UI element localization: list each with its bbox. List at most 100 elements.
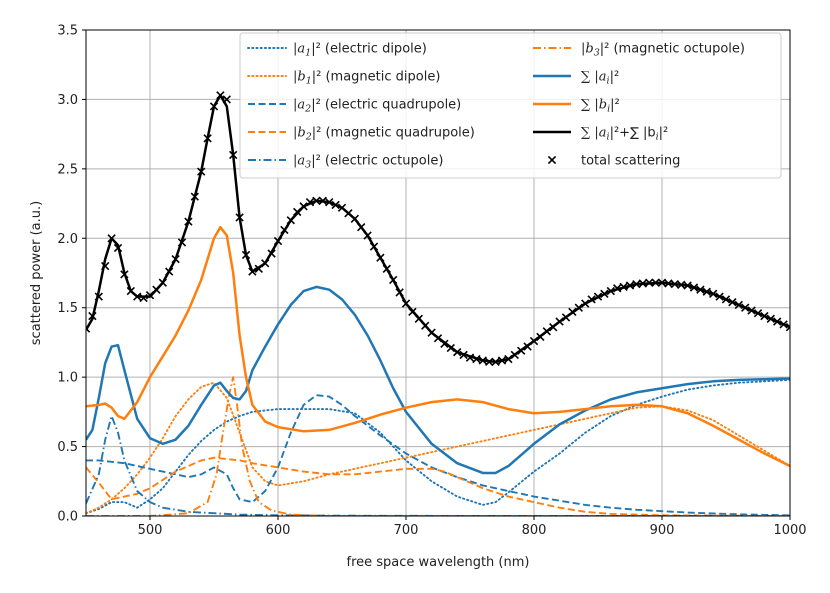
total-scattering-point [395,288,404,297]
legend-label: |a3|² (electric octupole) [293,154,443,171]
legend-entry: ∑ |bi|² [533,98,620,115]
y-tick-label: 3.5 [57,24,78,39]
total-scattering-point [382,264,391,273]
total-scattering-point [510,350,519,360]
total-scattering-point [241,250,251,260]
total-scattering-point [766,314,775,323]
total-scattering-point [625,281,635,290]
series-line-1 [86,381,790,515]
legend-entry: |b3|² (magnetic octupole) [533,42,745,59]
total-scattering-point [267,249,276,258]
series-line-3 [86,456,790,516]
total-scattering-point [568,307,577,317]
total-scattering-point [779,320,788,329]
legend-box [239,32,782,179]
total-scattering-point [721,295,731,304]
total-scattering-point [184,217,193,226]
total-scattering-point [261,259,270,268]
total-scattering-point [600,289,609,298]
total-scattering-point [107,234,116,243]
total-scattering-point [581,299,590,308]
legend-entry: total scattering [547,154,680,169]
total-scattering-point [715,292,724,301]
total-scattering-point [478,356,487,365]
y-tick-label: 2.5 [57,162,78,177]
x-tick-label: 500 [138,523,163,538]
axes-frame [85,29,791,517]
total-scattering-point [331,200,340,210]
total-scattering-point [152,285,161,294]
total-scattering-point [318,196,327,205]
series-line-6 [86,285,790,475]
legend-label: ∑ |bi|² [581,98,620,115]
total-scattering-point [229,150,238,160]
total-scattering-point [357,223,366,232]
y-tick-label: 1.0 [57,371,78,386]
x-axis-label: free space wavelength (nm) [347,555,530,570]
total-scattering-point [273,236,283,246]
legend-entry: |a2|² (electric quadrupole) [248,98,461,115]
total-scattering-point [517,346,526,355]
plot-frame [85,29,791,517]
legend-label: |a1|² (electric dipole) [293,42,427,59]
tick-layer: 500 600 700 800 900 1000 0.0 0.5 1.0 1.5 2.0 2.5 3.0… [57,24,806,539]
x-tick-label: 600 [266,523,291,538]
total-scattering-point [606,286,615,296]
series-line-5 [86,376,790,516]
total-scattering-point [120,270,129,279]
total-scattering-point [651,278,660,287]
legend-label: |b1|² (magnetic dipole) [293,70,440,87]
total-scattering-point [760,311,769,321]
legend-label: ∑ |ai|²+∑ |bi|² [581,126,668,143]
total-scattering-point [286,216,295,225]
total-scattering-point [593,292,603,301]
total-scattering-point [408,307,417,317]
legend-label: total scattering [581,154,680,169]
legend-entry: |b2|² (magnetic quadrupole) [248,126,475,143]
total-scattering-point [747,306,756,315]
total-scattering-point [209,102,219,111]
y-tick-label: 1.5 [57,301,78,316]
total-scattering-point [645,278,654,287]
total-scattering-point [94,292,103,301]
total-scattering-point [363,231,372,240]
total-scattering-point [203,134,212,143]
legend-label: |a2|² (electric quadrupole) [293,98,461,115]
legend-entry: |a3|² (electric octupole) [248,154,443,171]
total-scattering-point [299,202,308,211]
total-scattering-point [472,354,481,364]
total-scattering-point [689,283,699,292]
total-scattering-point [741,303,750,312]
total-scattering-point [497,356,507,365]
total-scattering-point [587,295,596,304]
total-scattering-point [504,354,513,364]
total-scattering-point [369,242,379,251]
legend-swatch [547,155,557,165]
total-scattering-point [88,311,97,321]
series-line-0 [86,378,790,515]
total-scattering-point [312,196,321,205]
y-tick-label: 0.0 [57,510,78,525]
total-scattering-point [485,357,494,367]
legend-entry: ∑ |ai|² [533,70,619,87]
total-scattering-point [465,353,475,362]
total-scattering-point [773,317,782,326]
total-scattering-markers [86,91,790,367]
y-tick-label: 3.0 [57,93,78,108]
total-scattering-point [113,243,123,253]
total-scattering-point [753,309,763,318]
total-scattering-point [459,350,468,360]
total-scattering-point [350,214,359,224]
total-scattering-point [133,292,142,301]
legend: |a1|² (electric dipole) |b1|² (magnetic d… [239,32,782,179]
x-tick-label: 700 [394,523,419,538]
total-scattering-point [702,287,711,296]
total-scattering-point [683,281,692,290]
total-scattering-point [177,238,187,247]
total-scattering-point [376,253,385,262]
total-scattering-point [785,322,790,332]
legend-label: |b2|² (magnetic quadrupole) [293,126,475,143]
x-tick-label: 900 [650,523,675,538]
total-scattering-point [613,284,622,293]
